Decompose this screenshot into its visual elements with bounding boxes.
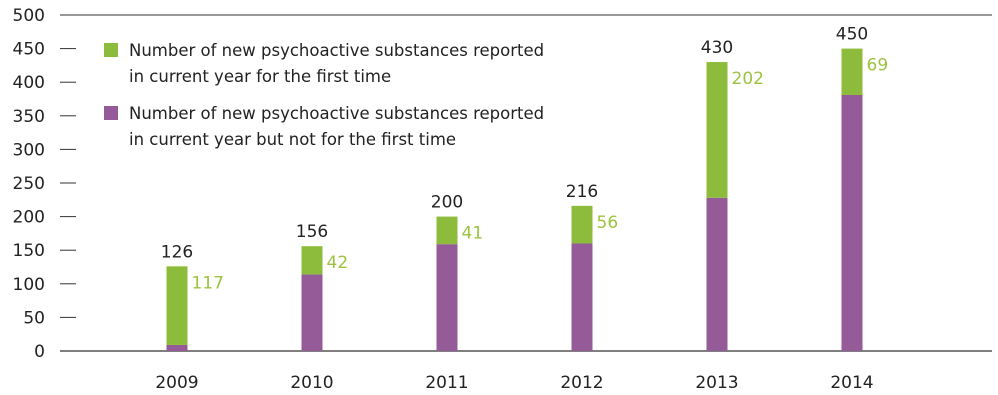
- x-axis: 2009 2010 2011 2012 2013 2014: [60, 14, 992, 393]
- bar-segment-not-first-time: [571, 243, 593, 351]
- y-tick-label: 250: [13, 174, 45, 194]
- bar-segment-not-first-time: [436, 244, 458, 351]
- bar-first-time-label: 117: [192, 273, 224, 293]
- y-tick-label: 50: [23, 308, 45, 328]
- y-tick-label: 200: [13, 208, 45, 228]
- bar-segment-first-time: [436, 216, 458, 245]
- x-tick-label: 2014: [830, 373, 873, 393]
- x-tick-label: 2009: [155, 373, 198, 393]
- bar-total-label: 156: [296, 222, 328, 242]
- bar-total-label: 216: [566, 182, 598, 202]
- x-tick-label: 2010: [290, 373, 333, 393]
- bar-total-label: 430: [701, 38, 733, 58]
- y-tick-label: 100: [13, 275, 45, 295]
- legend-label-not-first-time-line2: in current year but not for the first ti…: [129, 130, 456, 149]
- y-tick-label: 300: [13, 140, 45, 160]
- legend-label-first-time-line2: in current year for the first time: [129, 67, 391, 86]
- bar-first-time-label: 202: [732, 69, 764, 89]
- y-tick-label: 0: [34, 342, 45, 362]
- legend-swatch-not-first-time: [104, 106, 118, 120]
- bar-segment-first-time: [841, 48, 863, 95]
- legend: Number of new psychoactive substances re…: [104, 41, 544, 149]
- x-tick-label: 2011: [425, 373, 468, 393]
- x-tick-label: 2012: [560, 373, 603, 393]
- bar-labels: 126 117 156 42 200 41 216 56 430 202 450 69: [161, 25, 888, 294]
- y-tick-label: 350: [13, 107, 45, 127]
- legend-swatch-first-time: [104, 43, 118, 57]
- bar-total-label: 126: [161, 242, 193, 262]
- bars: [166, 48, 863, 351]
- x-tick-label: 2013: [695, 373, 738, 393]
- bar-total-label: 200: [431, 193, 463, 213]
- bar-first-time-label: 69: [867, 56, 889, 76]
- bar-segment-first-time: [166, 266, 188, 345]
- bar-segment-not-first-time: [166, 344, 188, 351]
- y-tick-label: 500: [13, 6, 45, 26]
- y-axis: 0 50 100 150 200 250 300 350 400 450 500: [13, 6, 76, 362]
- bar-first-time-label: 42: [327, 253, 349, 273]
- legend-label-first-time-line1: Number of new psychoactive substances re…: [129, 41, 544, 60]
- bar-segment-first-time: [301, 246, 323, 275]
- bar-segment-not-first-time: [706, 197, 728, 351]
- bar-total-label: 450: [836, 25, 868, 45]
- bar-first-time-label: 56: [597, 213, 619, 233]
- bar-first-time-label: 41: [462, 224, 484, 244]
- bar-segment-not-first-time: [841, 94, 863, 351]
- bar-segment-first-time: [571, 205, 593, 244]
- bar-segment-not-first-time: [301, 274, 323, 351]
- y-tick-label: 150: [13, 241, 45, 261]
- y-tick-label: 450: [13, 40, 45, 60]
- y-tick-label: 400: [13, 73, 45, 93]
- bar-segment-first-time: [706, 62, 728, 198]
- legend-label-not-first-time-line1: Number of new psychoactive substances re…: [129, 104, 544, 123]
